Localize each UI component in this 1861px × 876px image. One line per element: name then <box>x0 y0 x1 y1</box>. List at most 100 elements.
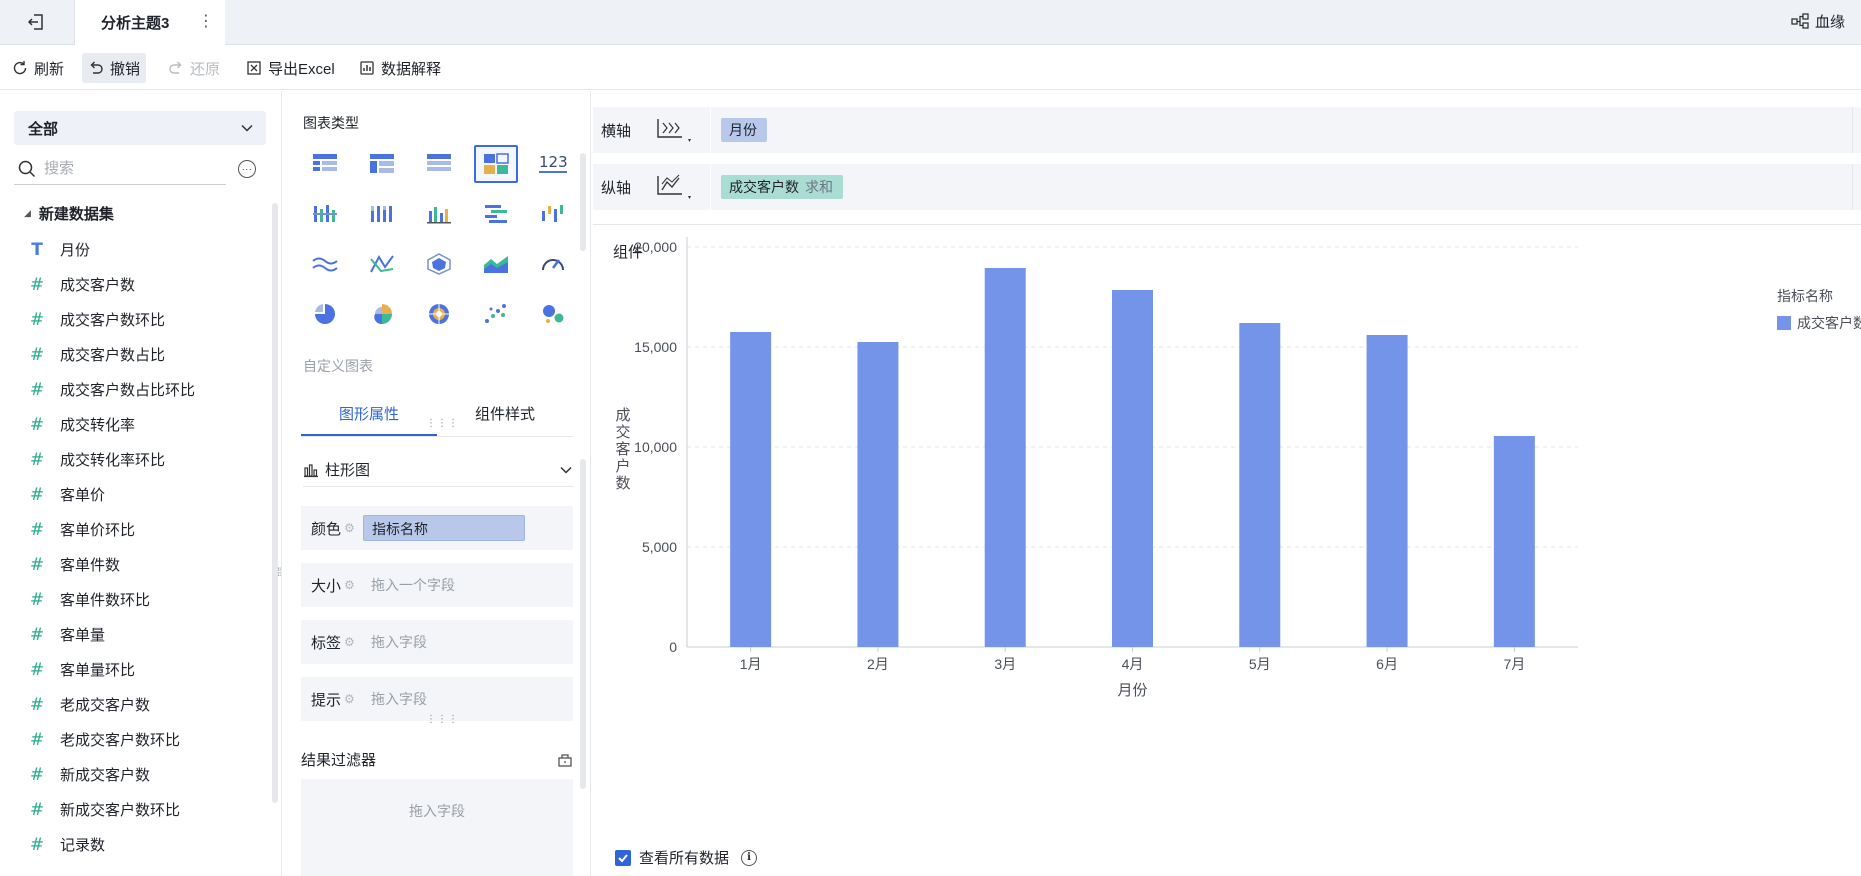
data-explain-label: 数据解释 <box>381 60 442 78</box>
y-axis-settings-icon[interactable] <box>653 172 693 202</box>
number-field-icon: # <box>29 834 45 855</box>
field-item[interactable]: # 成交客户数环比 <box>28 302 268 337</box>
legend-item[interactable]: 成交客户数 <box>1777 313 1861 333</box>
text-field-icon: T <box>31 239 43 260</box>
data-explain-icon <box>360 61 374 75</box>
drag-handle-icon[interactable]: ⋮⋮⋮ <box>426 714 459 725</box>
rose-chart-icon[interactable] <box>360 295 404 333</box>
gauge-chart-icon[interactable] <box>531 245 575 283</box>
field-item[interactable]: # 客单件数 <box>28 547 268 582</box>
multi-pie-icon[interactable] <box>417 295 461 333</box>
view-all-checkbox[interactable] <box>615 849 631 866</box>
info-icon[interactable]: i <box>741 849 758 866</box>
undo-button[interactable]: 撤销 <box>82 53 147 83</box>
property-label-text: 大小 <box>311 577 342 595</box>
more-options-icon[interactable]: ··· <box>238 160 256 178</box>
gear-icon[interactable]: ⚙ <box>344 692 355 706</box>
field-item[interactable]: # 记录数 <box>28 827 268 862</box>
lineage-label: 血缘 <box>1815 13 1846 31</box>
left-scrollbar[interactable] <box>272 203 278 803</box>
exit-icon[interactable] <box>22 8 50 36</box>
field-item[interactable]: # 客单价环比 <box>28 512 268 547</box>
property-label-text: 提示 <box>311 691 342 709</box>
radar-chart-icon[interactable] <box>417 245 461 283</box>
field-item[interactable]: # 老成交客户数 <box>28 687 268 722</box>
custom-chart-link[interactable]: 自定义图表 <box>303 358 373 374</box>
field-item-label: 新成交客户数环比 <box>60 802 181 819</box>
table-chart-icon[interactable] <box>303 145 347 183</box>
auto-chart-icon[interactable] <box>474 145 518 183</box>
range-column-icon[interactable] <box>531 195 575 233</box>
field-item[interactable]: # 客单价 <box>28 477 268 512</box>
field-item[interactable]: # 成交转化率环比 <box>28 442 268 477</box>
stacked-column-icon[interactable] <box>360 195 404 233</box>
field-item[interactable]: # 新成交客户数 <box>28 757 268 792</box>
property-scrollbar[interactable] <box>580 459 586 789</box>
field-item[interactable]: # 老成交客户数环比 <box>28 722 268 757</box>
chart-type-scrollbar[interactable] <box>580 153 586 251</box>
drag-handle-icon[interactable]: ⋮⋮⋮ <box>426 418 459 429</box>
result-filter-title: 结果过滤器 <box>301 752 377 769</box>
field-item[interactable]: # 成交转化率 <box>28 407 268 442</box>
number-field-icon: # <box>29 589 45 610</box>
line-chart-icon[interactable] <box>303 245 347 283</box>
y-axis-shelf: 纵轴 成交客户数 求和 <box>593 164 1861 210</box>
field-item[interactable]: # 成交客户数 <box>28 267 268 302</box>
bar-chart-icon[interactable] <box>474 195 518 233</box>
panel-resize-handle[interactable]: ⁞⁞ <box>277 565 282 579</box>
tab-component-style[interactable]: 组件样式 <box>474 406 535 423</box>
refresh-button[interactable]: 刷新 <box>6 53 70 83</box>
field-item[interactable]: T 月份 <box>28 232 268 267</box>
view-all-label: 查看所有数据 <box>639 850 730 867</box>
x-axis-field-pill[interactable]: 月份 <box>721 118 767 142</box>
number-field-icon: # <box>29 694 45 715</box>
topic-tab[interactable]: 分析主题3 <box>75 0 225 45</box>
field-item-label: 月份 <box>60 242 91 259</box>
kpi-number-icon[interactable]: 123 <box>531 145 575 183</box>
cross-table-icon[interactable] <box>360 145 404 183</box>
tree-root-dataset[interactable]: ◢ 新建数据集 <box>24 203 114 224</box>
excel-icon <box>247 61 261 75</box>
chevron-down-icon <box>560 466 572 474</box>
property-field-pill[interactable]: 指标名称 <box>363 515 525 541</box>
column-chart-icon[interactable] <box>417 195 461 233</box>
property-dropzone[interactable]: 拖入字段 <box>371 634 427 650</box>
field-item[interactable]: # 客单件数环比 <box>28 582 268 617</box>
lineage-button[interactable]: 血缘 <box>1791 8 1861 34</box>
property-dropzone[interactable]: 拖入字段 <box>371 691 427 707</box>
x-tick-label: 2月 <box>867 656 889 672</box>
data-explain-button[interactable]: 数据解释 <box>353 53 447 83</box>
gear-icon[interactable]: ⚙ <box>344 635 355 649</box>
number-field-icon: # <box>29 379 45 400</box>
pie-chart-icon[interactable] <box>303 295 347 333</box>
radar-line-icon[interactable] <box>360 245 404 283</box>
result-filter-dropzone[interactable]: 拖入字段 <box>301 779 573 876</box>
dataset-select[interactable]: 全部 <box>14 111 266 145</box>
result-filter-header: 结果过滤器 <box>301 749 573 770</box>
field-item[interactable]: # 客单量 <box>28 617 268 652</box>
export-excel-button[interactable]: 导出Excel <box>240 53 341 83</box>
field-item[interactable]: # 客单量环比 <box>28 652 268 687</box>
field-item[interactable]: # 成交客户数占比 <box>28 337 268 372</box>
tab-graph-properties[interactable]: 图形属性 <box>301 395 437 436</box>
gear-icon[interactable]: ⚙ <box>344 521 355 535</box>
gear-icon[interactable]: ⚙ <box>344 578 355 592</box>
property-dropzone[interactable]: 拖入一个字段 <box>371 577 455 593</box>
field-item[interactable]: # 成交客户数占比环比 <box>28 372 268 407</box>
undo-label: 撤销 <box>110 60 141 78</box>
redo-button[interactable]: 还原 <box>162 53 226 83</box>
scatter-chart-icon[interactable] <box>474 295 518 333</box>
grouped-table-icon[interactable] <box>303 195 347 233</box>
field-item-label: 成交客户数环比 <box>60 312 166 329</box>
area-chart-icon[interactable] <box>474 245 518 283</box>
topic-more-icon[interactable]: ⋮ <box>198 13 214 30</box>
bubble-chart-icon[interactable] <box>531 295 575 333</box>
y-axis-field-pill[interactable]: 成交客户数 求和 <box>721 175 843 199</box>
x-axis-settings-icon[interactable] <box>653 115 693 145</box>
field-item[interactable]: # 新成交客户数环比 <box>28 792 268 827</box>
filter-settings-icon[interactable] <box>557 752 573 768</box>
graph-type-select[interactable]: 柱形图 <box>303 453 573 487</box>
detail-table-icon[interactable] <box>417 145 461 183</box>
y-axis-shelf-label: 纵轴 <box>601 180 632 197</box>
search-input[interactable] <box>44 160 214 177</box>
